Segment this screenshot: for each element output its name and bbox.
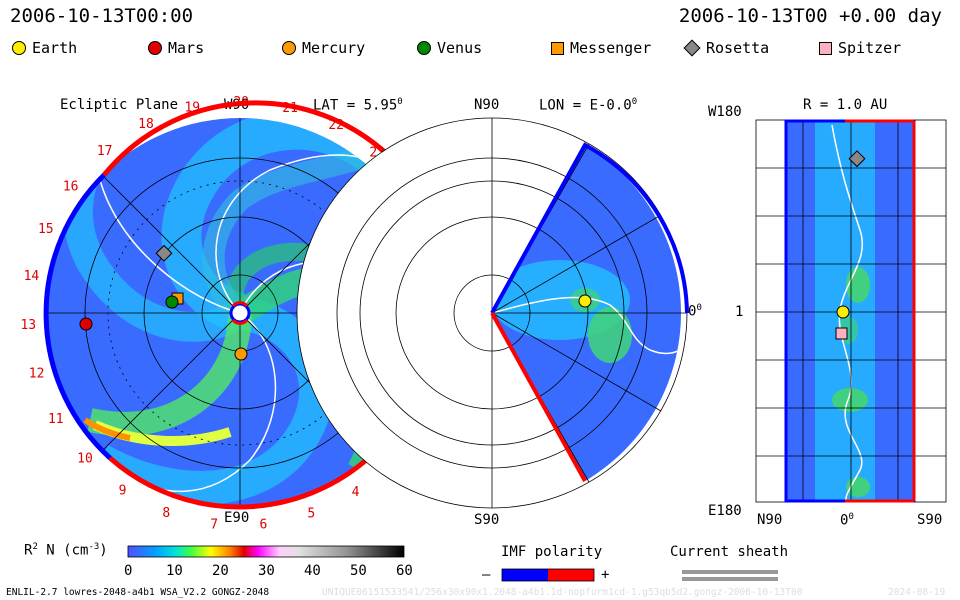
radial-mid-label: 1: [735, 304, 744, 320]
legend-spitzer: Spitzer: [819, 39, 901, 57]
imf-title: IMF polarity: [501, 544, 603, 560]
radial-bottom-label: E180: [708, 503, 742, 519]
mercury-marker: [234, 347, 248, 361]
carrington-label: 13: [20, 318, 36, 333]
mars-marker: [79, 317, 93, 331]
legend-mercury: Mercury: [282, 39, 365, 57]
legend-label: Venus: [437, 39, 483, 57]
radial-title: R = 1.0 AU: [803, 97, 888, 113]
legend-label: Spitzer: [838, 39, 902, 57]
lat-label: LAT = 5.950: [313, 97, 403, 114]
carrington-label: 10: [77, 452, 93, 467]
legend-label: Mercury: [302, 39, 366, 57]
colorbar-tick-label: 60: [396, 563, 413, 579]
ecliptic-bottom-label: E90: [224, 510, 250, 526]
colorbar-tick-label: 10: [166, 563, 183, 579]
carrington-label: 20: [233, 95, 249, 110]
sheath-title: Current sheath: [670, 544, 789, 560]
run-date: 2024-08-19: [888, 587, 946, 598]
carrington-label: 8: [162, 506, 170, 521]
mars-marker-icon: [148, 41, 162, 55]
carrington-label: 6: [259, 518, 267, 533]
colorbar-tick-label: 40: [304, 563, 321, 579]
rosetta-marker: [155, 244, 173, 262]
colorbar-tick-label: 0: [124, 563, 133, 579]
earth-marker-icon: [12, 41, 26, 55]
radial-x-mid: 00: [840, 512, 854, 529]
colorbar-tick-label: 30: [258, 563, 275, 579]
radial-x-right: S90: [917, 512, 943, 528]
carrington-label: 19: [184, 100, 200, 115]
radial-surface-plot: [755, 119, 947, 503]
colorbar-tick-label: 50: [350, 563, 367, 579]
legend-venus: Venus: [417, 39, 482, 57]
carrington-label: 7: [210, 517, 218, 532]
ecliptic-title: Ecliptic Plane: [60, 97, 179, 113]
spitzer-marker-icon: [819, 41, 832, 55]
legend-messenger: Messenger: [551, 39, 651, 57]
colorbar-tick-label: 20: [212, 563, 229, 579]
carrington-label: 12: [29, 367, 45, 382]
earth-meridional-marker: [578, 294, 592, 308]
density-colorbar: [127, 545, 405, 558]
spitzer-radial-marker: [835, 327, 848, 340]
start-time: 2006-10-13T00:00: [10, 5, 194, 27]
rosetta-radial-marker: [848, 150, 866, 168]
legend-label: Messenger: [570, 39, 652, 57]
venus-marker-icon: [417, 41, 431, 55]
carrington-label: 21: [282, 101, 298, 116]
legend-rosetta: Rosetta: [683, 39, 770, 57]
messenger-marker-icon: [551, 41, 564, 55]
legend-label: Earth: [32, 39, 78, 57]
earth-radial-marker: [836, 305, 850, 319]
legend-label: Rosetta: [706, 39, 770, 57]
carrington-label: 4: [352, 485, 360, 500]
lon-label: LON = E-0.00: [539, 97, 638, 114]
carrington-label: 18: [138, 117, 154, 132]
imf-negative-swatch: [502, 569, 548, 581]
meridional-zero-label: 00: [688, 303, 702, 320]
radial-top-label: W180: [708, 104, 742, 120]
imf-minus: –: [482, 567, 491, 583]
legend-earth: Earth: [12, 39, 77, 57]
venus-marker: [165, 295, 179, 309]
legend-label: Mars: [168, 39, 205, 57]
colorbar-label: R2 N (cm-3): [24, 542, 108, 559]
carrington-label: 17: [97, 144, 113, 159]
run-path: UNIQUE06151533541/256x30x90x1.2048-a4b1.…: [322, 587, 803, 598]
meridional-plane-plot: [296, 117, 689, 509]
carrington-label: 22: [328, 118, 344, 133]
carrington-label: 16: [63, 179, 79, 194]
meridional-bottom-label: S90: [474, 512, 500, 528]
mercury-marker-icon: [282, 41, 296, 55]
carrington-label: 11: [48, 412, 64, 427]
imf-plus: +: [601, 567, 610, 583]
model-info: ENLIL-2.7 lowres-2048-a4b1 WSA_V2.2 GONG…: [6, 587, 270, 598]
legend-mars: Mars: [148, 39, 204, 57]
elapsed-time: 2006-10-13T00 +0.00 day: [678, 5, 942, 27]
radial-x-left: N90: [757, 512, 783, 528]
carrington-label: 14: [24, 269, 40, 284]
carrington-label: 15: [38, 222, 54, 237]
carrington-label: 9: [119, 483, 127, 498]
meridional-top-label: N90: [474, 97, 500, 113]
imf-positive-swatch: [548, 569, 594, 581]
carrington-label: 5: [307, 507, 315, 522]
